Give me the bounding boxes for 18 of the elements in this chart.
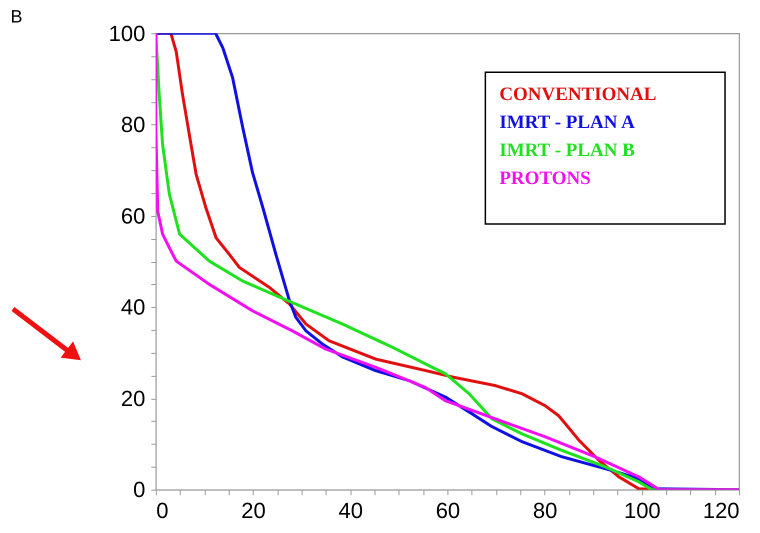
y-tick-label: 40 — [120, 294, 146, 320]
text: PROTONS — [499, 168, 591, 190]
x-tick-label: 120 — [702, 498, 740, 524]
chart-title: B — [10, 6, 22, 26]
text: IMRT - PLAN B — [499, 140, 636, 162]
y-tick-label: 100 — [108, 20, 146, 46]
y-tick-label: 20 — [120, 386, 146, 411]
x-tick-label: 80 — [532, 498, 558, 524]
x-tick-label: 100 — [624, 498, 661, 524]
text: CONVENTIONAL — [499, 84, 656, 106]
text: IMRT - PLAN A — [499, 112, 636, 134]
x-tick-label: 0 — [156, 498, 169, 524]
y-tick-label: 60 — [120, 203, 146, 228]
x-tick-label: 40 — [338, 498, 363, 524]
x-tick-label: 60 — [436, 498, 460, 524]
y-tick-label: 80 — [120, 112, 146, 138]
x-tick-label: 20 — [241, 498, 266, 524]
y-tick-label: 0 — [133, 477, 146, 502]
